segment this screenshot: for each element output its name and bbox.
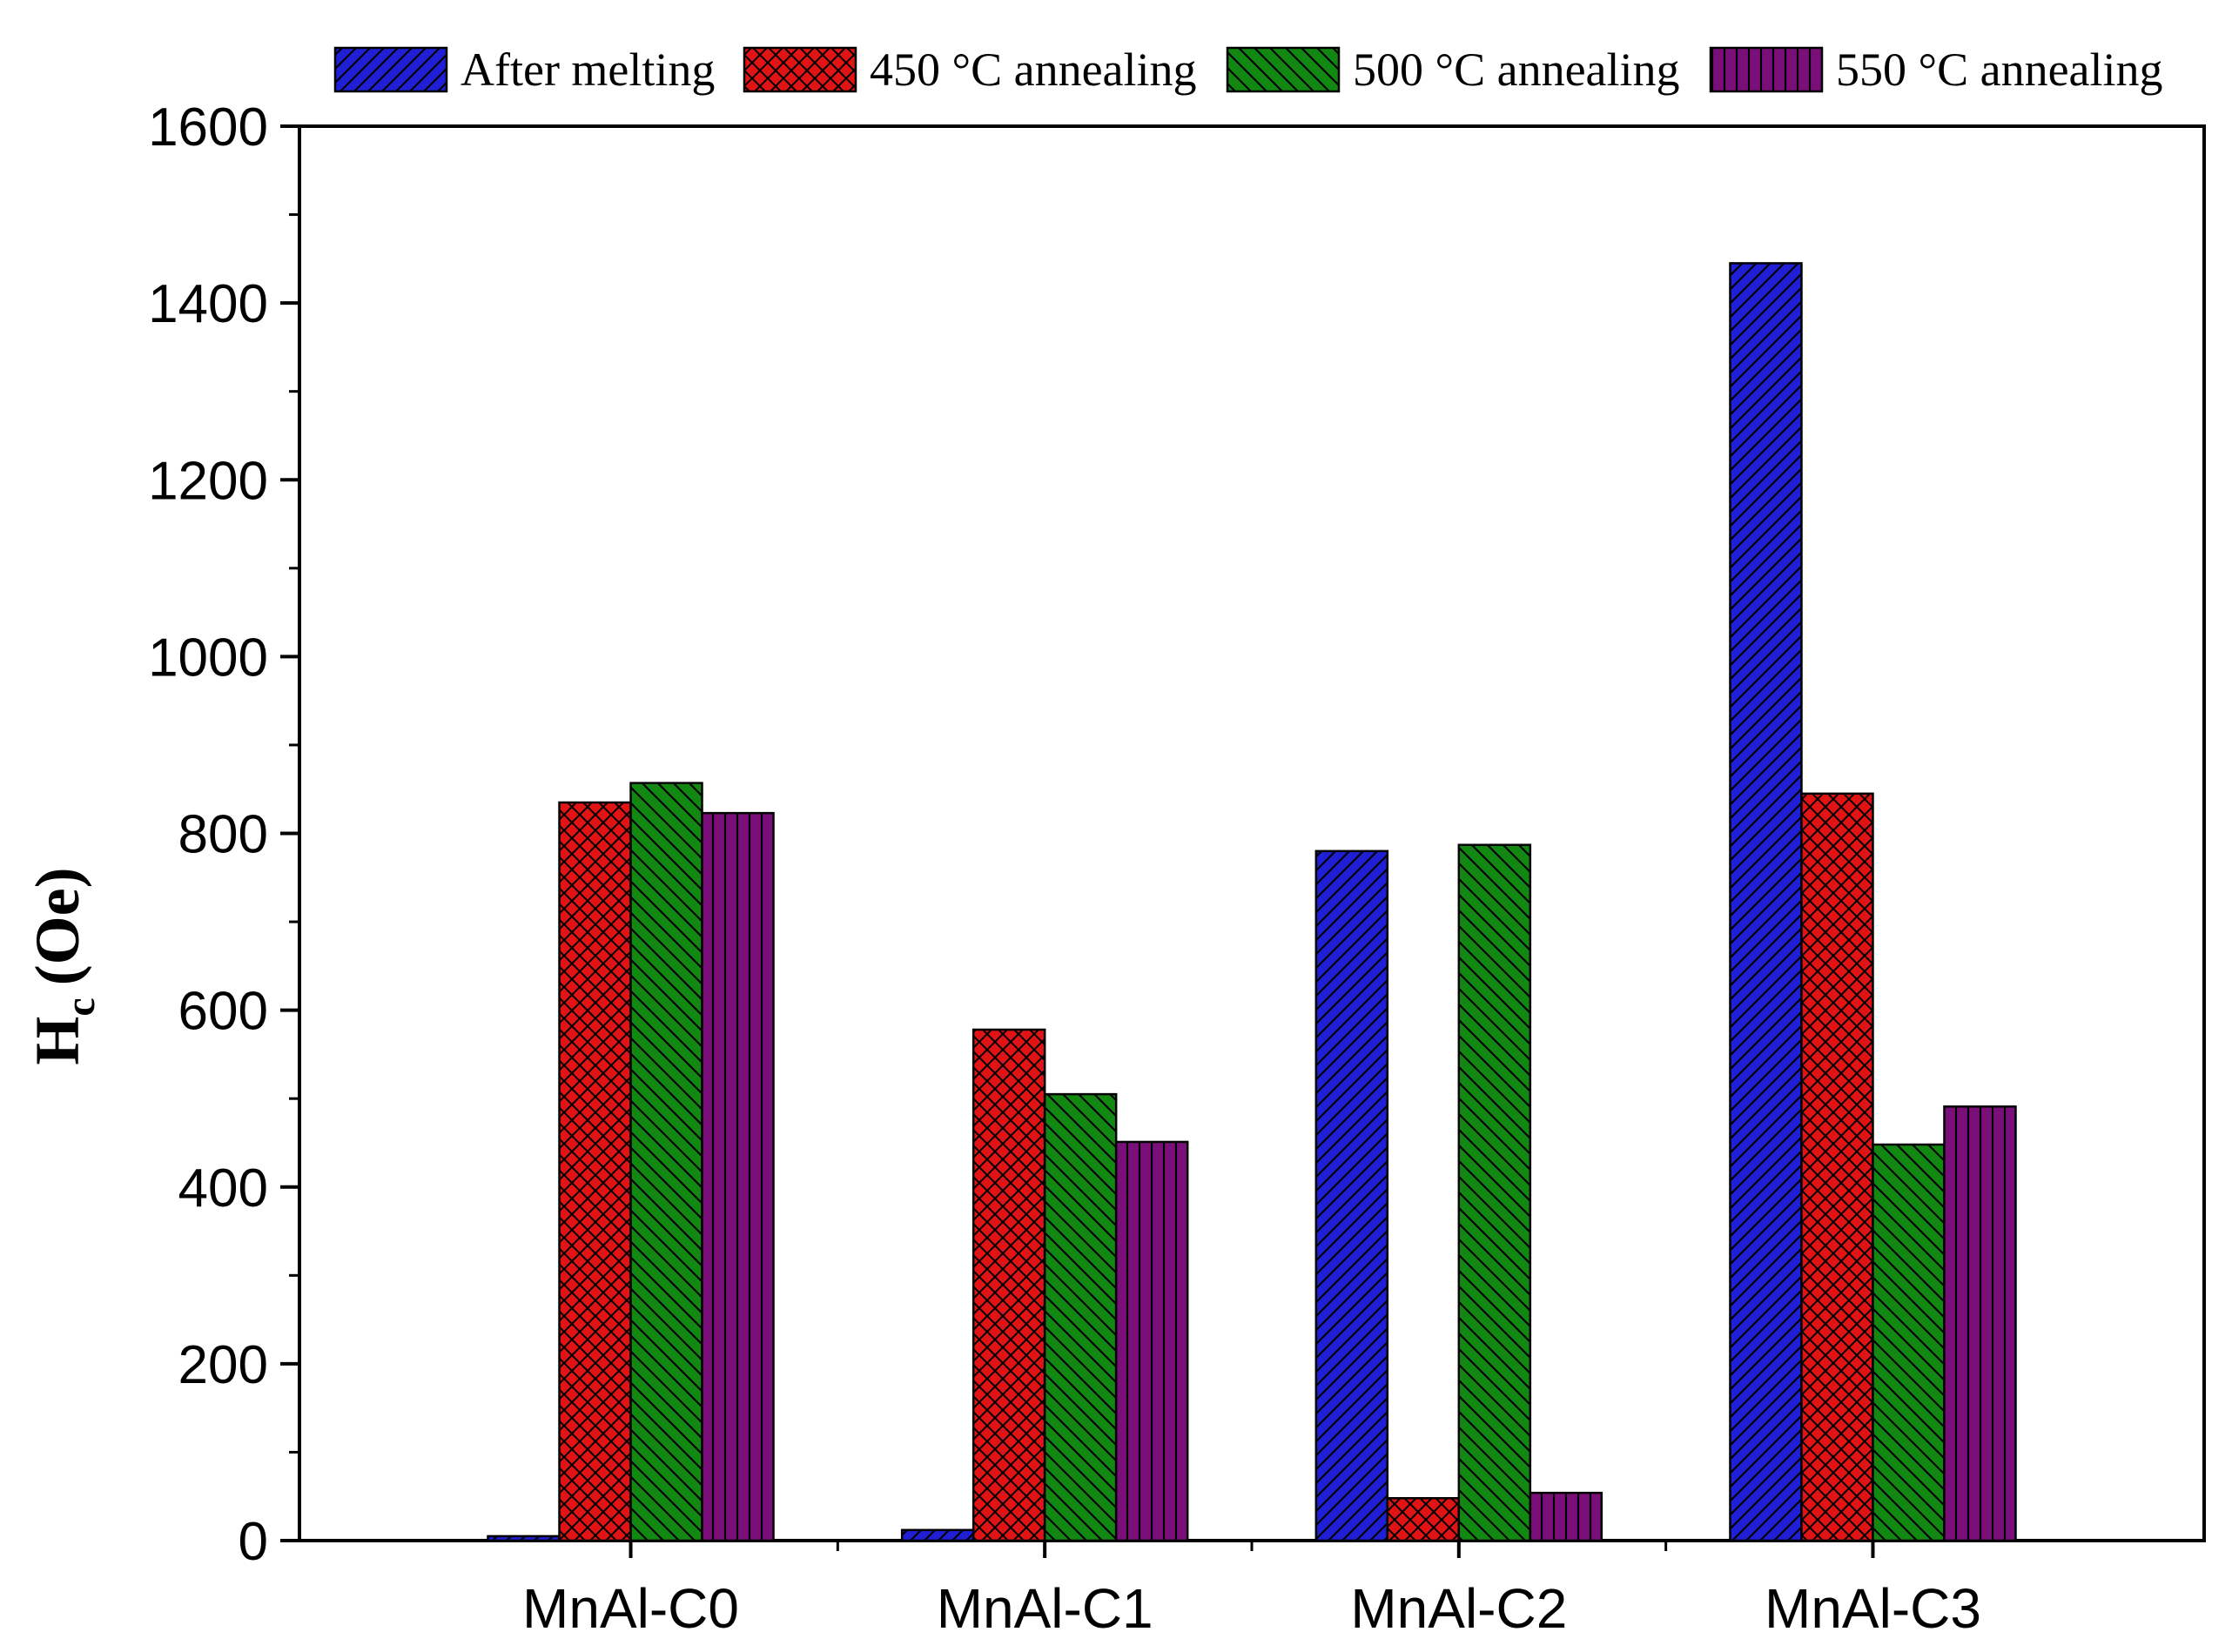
x-tick-label: MnAl-C0 <box>522 1577 739 1640</box>
legend: After melting 450 °C annealing 500 °C anne… <box>333 44 2163 96</box>
bar-hatch <box>1043 1092 1118 1542</box>
y-axis-title-subscript: c <box>57 997 104 1016</box>
y-tick-label: 400 <box>178 1158 268 1219</box>
legend-label: After melting <box>461 44 715 96</box>
bar-hatch <box>1729 262 1803 1542</box>
bar-hatch <box>1943 1105 2017 1542</box>
bar-hatch <box>1800 792 1874 1542</box>
legend-swatch-hatch <box>333 46 448 93</box>
bar <box>629 782 703 1542</box>
legend-item: 450 °C annealing <box>743 44 1197 96</box>
x-axis: MnAl-C0 MnAl-C1 MnAl-C2 MnAl-C3 <box>522 1541 1981 1640</box>
legend-label: 450 °C annealing <box>870 44 1197 96</box>
y-axis: 0 200 400 600 800 1000 1200 1400 1600 <box>148 97 299 1572</box>
y-axis-title: Hc (Oe) <box>23 867 104 1064</box>
bar-hatch <box>629 782 703 1542</box>
y-tick-label: 1400 <box>148 274 268 334</box>
bar-hatch <box>1114 1140 1189 1542</box>
bar <box>1043 1092 1118 1542</box>
bar <box>1729 262 1803 1542</box>
bar <box>900 1528 975 1542</box>
y-tick-label: 1600 <box>148 97 268 158</box>
bar <box>1943 1105 2017 1542</box>
bar-hatch <box>900 1528 975 1542</box>
bar <box>1386 1497 1461 1542</box>
legend-swatch-hatch <box>1709 46 1824 93</box>
legend-swatch-hatch <box>743 46 857 93</box>
y-tick-label: 600 <box>178 982 268 1042</box>
y-axis-title-main: H <box>23 1017 92 1065</box>
bar-hatch <box>1872 1143 1946 1542</box>
bar-hatch <box>487 1534 561 1542</box>
legend-item: After melting <box>333 44 715 96</box>
bar <box>1457 843 1532 1542</box>
bar <box>1529 1491 1603 1542</box>
bars <box>487 262 2017 1542</box>
legend-item: 550 °C annealing <box>1709 44 2163 96</box>
y-tick-label: 0 <box>239 1512 268 1572</box>
y-tick-label: 1200 <box>148 451 268 511</box>
bar <box>487 1534 561 1542</box>
y-tick-label: 1000 <box>148 628 268 688</box>
bar-hatch <box>701 811 775 1542</box>
bar-hatch <box>1386 1497 1461 1542</box>
bar-hatch <box>1529 1491 1603 1542</box>
y-tick-label: 200 <box>178 1335 268 1395</box>
legend-item: 500 °C annealing <box>1226 44 1680 96</box>
y-tick-label: 800 <box>178 805 268 865</box>
bar-hatch <box>971 1028 1046 1542</box>
bar <box>971 1028 1046 1542</box>
bar <box>1800 792 1874 1542</box>
svg-text:Hc(Oe): Hc (Oe) <box>23 867 104 1064</box>
x-tick-label: MnAl-C2 <box>1350 1577 1567 1640</box>
bar-hatch <box>1457 843 1532 1542</box>
bar-hatch <box>1314 850 1389 1542</box>
legend-label: 550 °C annealing <box>1836 44 2163 96</box>
bar <box>1872 1143 1946 1542</box>
x-tick-label: MnAl-C1 <box>937 1577 1153 1640</box>
legend-label: 500 °C annealing <box>1353 44 1680 96</box>
x-tick-label: MnAl-C3 <box>1765 1577 1981 1640</box>
bar <box>1114 1140 1189 1542</box>
legend-swatch-hatch <box>1226 46 1341 93</box>
y-axis-title-unit: (Oe) <box>23 867 92 985</box>
bar <box>1314 850 1389 1542</box>
bar-hatch <box>558 801 632 1542</box>
bar <box>701 811 775 1542</box>
bar <box>558 801 632 1542</box>
